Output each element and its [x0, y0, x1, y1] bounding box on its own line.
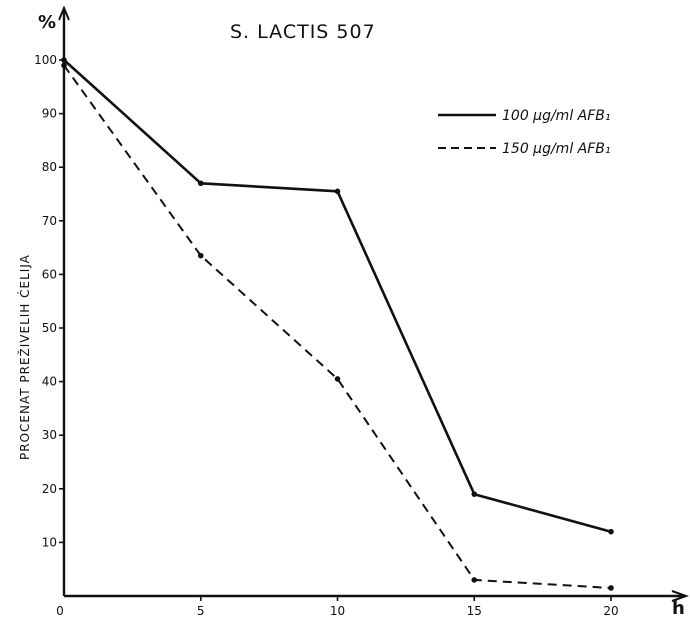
data-point-series-2	[471, 577, 478, 583]
x-tick-label: 0	[56, 604, 64, 618]
series-line-1	[63, 59, 612, 533]
y-tick-label: 100	[34, 53, 57, 67]
x-tick-label: 15	[467, 604, 482, 618]
data-point-series-1	[334, 188, 341, 195]
y-tick-label: 40	[42, 375, 57, 389]
x-ticks: 0 5 10 15 20	[56, 595, 619, 618]
legend: 100 µg/ml AFB₁ 150 µg/ml AFB₁	[438, 108, 611, 157]
axes	[58, 5, 689, 602]
x-axis-arrow	[671, 590, 689, 602]
data-point-series-2	[197, 252, 204, 259]
y-tick-label: 10	[42, 535, 57, 549]
data-point-series-1	[61, 57, 67, 63]
y-ticks: 10 20 30 40 50 60 70 80 90 100	[34, 53, 65, 549]
y-tick-label: 30	[42, 428, 57, 442]
y-tick-label: 60	[42, 267, 57, 281]
data-point-series-2	[334, 376, 341, 382]
legend-label-1: 100 µg/ml AFB₁	[502, 108, 611, 124]
x-tick-label: 10	[330, 604, 345, 618]
data-point-series-2	[61, 62, 67, 69]
series-line-2	[63, 64, 612, 589]
data-point-series-1	[197, 180, 204, 187]
y-tick-label: 50	[42, 321, 57, 335]
data-point-series-1	[471, 491, 478, 497]
x-tick-label: 20	[603, 604, 618, 618]
legend-label-2: 150 µg/ml AFB₁	[502, 141, 611, 157]
y-tick-label: 70	[42, 214, 57, 228]
y-tick-label: 90	[42, 107, 57, 121]
y-tick-label: 80	[42, 160, 57, 174]
y-axis-unit: %	[38, 12, 56, 33]
y-axis-label: PROCENAT PREŽIVELIH ĆELIJA	[17, 254, 32, 460]
data-point-series-2	[608, 585, 614, 591]
x-axis-label: h	[672, 598, 685, 618]
x-tick-label: 5	[197, 604, 205, 618]
chart-title: S. LACTIS 507	[230, 21, 376, 43]
data-point-series-1	[608, 528, 614, 535]
series-layer	[61, 57, 614, 591]
y-tick-label: 20	[42, 482, 57, 496]
y-axis-arrow	[58, 5, 70, 21]
